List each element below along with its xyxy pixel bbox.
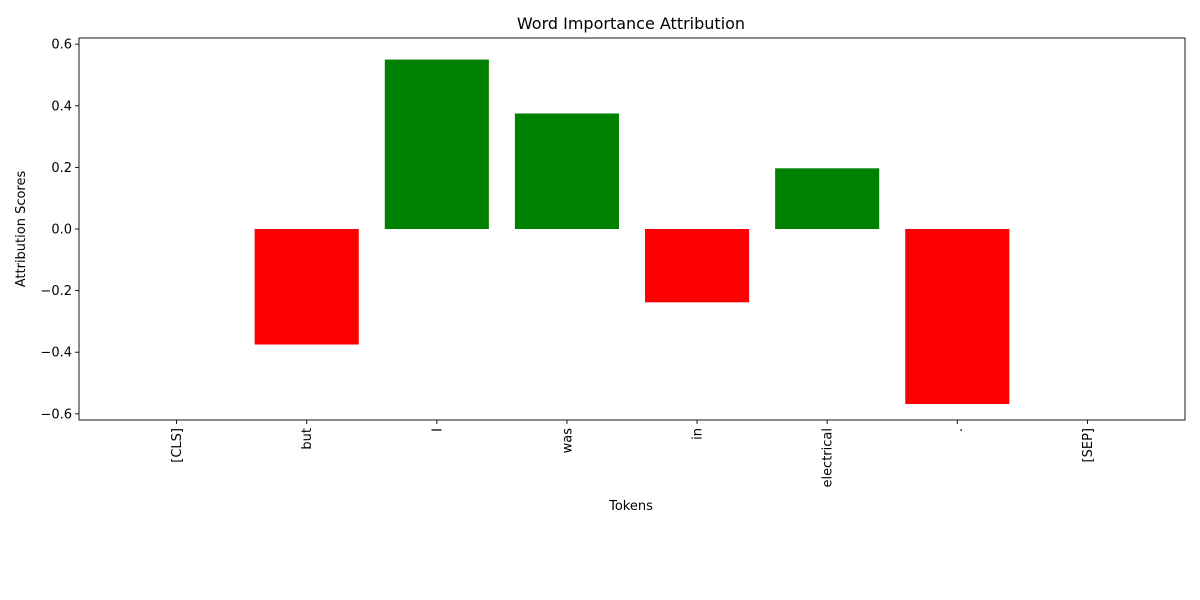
x-tick-label: electrical	[821, 428, 836, 488]
y-tick-label: −0.2	[40, 284, 72, 299]
x-tick-label: .	[951, 428, 966, 432]
y-axis-label: Attribution Scores	[14, 171, 29, 288]
y-tick-label: −0.6	[40, 407, 72, 422]
y-tick-label: −0.4	[40, 346, 72, 361]
bar-5	[775, 168, 880, 229]
bar-6	[905, 229, 1010, 404]
y-tick-label: 0.2	[51, 161, 72, 176]
bar-4	[645, 229, 750, 303]
bar-1	[254, 229, 359, 345]
y-tick-label: 0.0	[51, 223, 72, 238]
y-tick-label: 0.6	[51, 38, 72, 53]
x-tick-label: [SEP]	[1081, 428, 1096, 462]
chart-title: Word Importance Attribution	[517, 14, 745, 33]
x-tick-label: in	[691, 428, 706, 440]
x-tick-label: I	[430, 428, 445, 432]
x-tick-label: was	[560, 428, 575, 454]
x-tick-label: but	[300, 428, 315, 450]
y-tick-label: 0.4	[51, 99, 72, 114]
bar-2	[384, 59, 489, 230]
x-axis-label: Tokens	[608, 499, 653, 514]
axes-frame	[78, 37, 1186, 421]
bar-3	[514, 113, 619, 229]
x-tick-label: [CLS]	[170, 428, 185, 463]
